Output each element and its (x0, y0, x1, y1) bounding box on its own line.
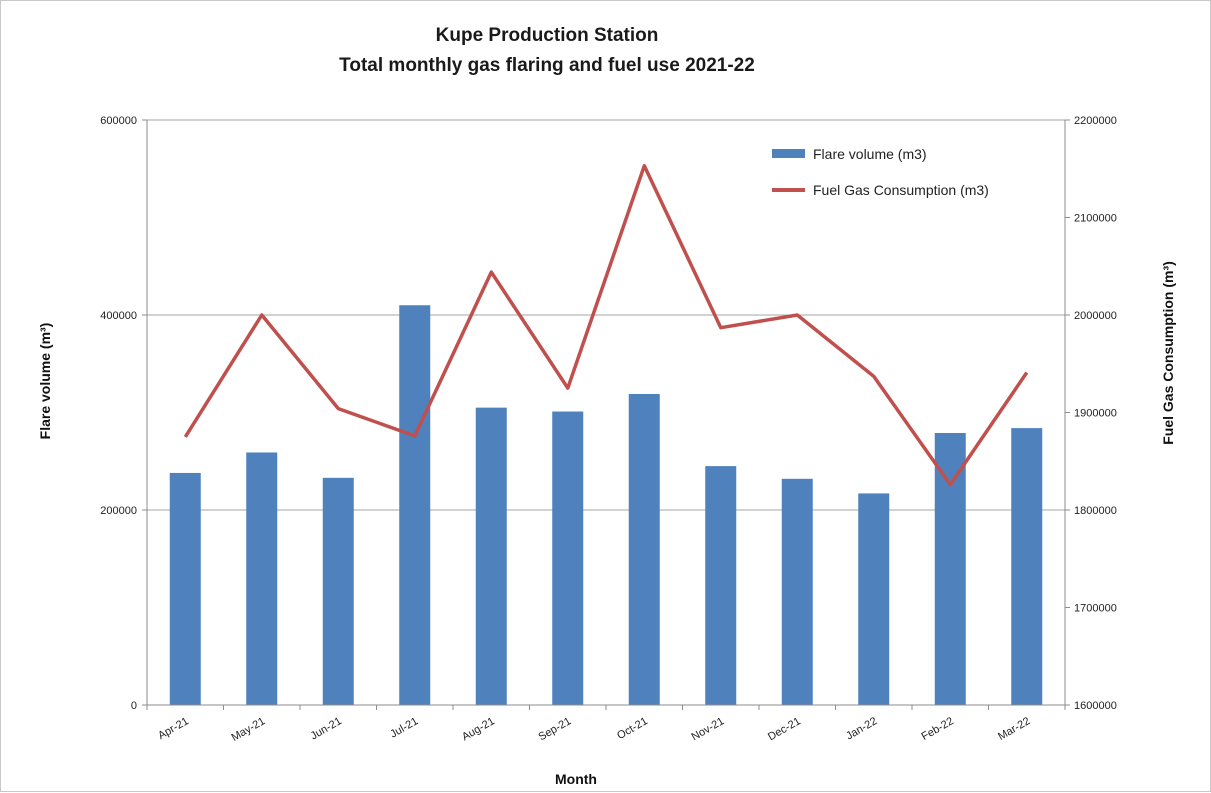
flare-bar (1011, 428, 1043, 705)
flare-bar (705, 466, 737, 705)
x-tick-label: Nov-21 (690, 715, 727, 743)
x-tick-label: Mar-22 (996, 715, 1032, 743)
right-tick-label: 1700000 (1074, 603, 1117, 615)
flare-bars (169, 305, 1043, 705)
x-tick-label: May-21 (229, 715, 267, 744)
flare-bar (322, 477, 354, 705)
x-axis-ticks: Apr-21 May-21 Jun-21 Jul-21 Aug-21 Sep-21 Oct-… (156, 715, 1032, 744)
right-tick-label: 1600000 (1074, 700, 1117, 712)
flare-bar (628, 393, 660, 705)
fuel-gas-line (183, 164, 1029, 487)
axes (146, 120, 1066, 710)
legend-flare-label: Flare volume (m3) (813, 146, 927, 162)
legend-fuel-label: Fuel Gas Consumption (m3) (813, 182, 989, 198)
flare-bar (781, 478, 813, 705)
left-tick-label: 0 (131, 700, 137, 712)
gridlines (147, 119, 1065, 511)
x-axis-title: Month (555, 771, 597, 787)
left-tick-label: 400000 (100, 310, 137, 322)
left-tick-label: 600000 (100, 115, 137, 127)
right-tick-label: 1900000 (1074, 408, 1117, 420)
chart-subtitle: Total monthly gas flaring and fuel use 2… (339, 55, 755, 76)
left-axis-ticks: 0 200000 400000 600000 (100, 115, 147, 712)
legend-flare-swatch (772, 149, 805, 158)
chart-title: Kupe Production Station (436, 25, 659, 46)
right-tick-label: 1800000 (1074, 505, 1117, 517)
right-tick-label: 2200000 (1074, 115, 1117, 127)
right-tick-label: 2100000 (1074, 213, 1117, 225)
flare-bar (552, 411, 584, 705)
x-tick-label: Dec-21 (766, 715, 803, 743)
flare-bar (169, 472, 201, 705)
x-tick-label: Sep-21 (537, 715, 574, 743)
x-tick-label: Jul-21 (388, 715, 420, 740)
x-tick-label: Jun-21 (309, 715, 344, 742)
flare-bar (934, 432, 966, 705)
flare-bar (858, 493, 890, 705)
flare-bar (399, 305, 431, 705)
right-axis-ticks: 1600000 1700000 1800000 1900000 2000000 21000… (1065, 115, 1117, 712)
legend: Flare volume (m3) Fuel Gas Consumption (… (772, 146, 989, 198)
flare-bar (475, 407, 507, 705)
right-axis-title: Fuel Gas Consumption (m³) (1160, 261, 1176, 445)
left-tick-label: 200000 (100, 505, 137, 517)
flare-bar (246, 452, 278, 705)
right-tick-label: 2000000 (1074, 310, 1117, 322)
x-tick-label: Aug-21 (460, 715, 497, 743)
x-tick-label: Jan-22 (844, 715, 879, 742)
x-tick-label: Apr-21 (156, 715, 191, 742)
x-tick-label: Oct-21 (615, 715, 650, 742)
x-tick-label: Feb-22 (920, 715, 956, 743)
fuel-gas-line-series (183, 164, 1029, 487)
left-axis-title: Flare volume (m³) (37, 323, 53, 440)
